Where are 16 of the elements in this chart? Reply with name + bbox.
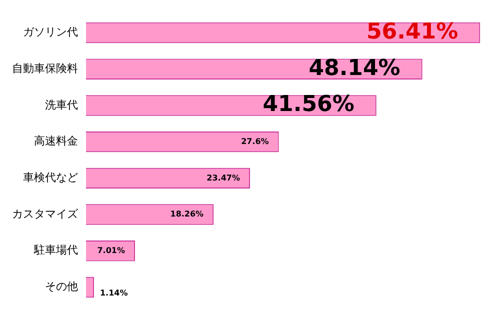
y-tick-label: 駐車場代 [33, 244, 78, 257]
data-label: 48.14% [308, 56, 400, 81]
data-label: 56.41% [366, 19, 458, 44]
y-tick-label: その他 [45, 280, 78, 294]
data-label: 41.56% [262, 92, 354, 118]
y-tick-label: ガソリン代 [23, 26, 78, 39]
data-label: 23.47% [206, 173, 240, 182]
y-tick-label: 洗車代 [45, 98, 78, 112]
y-tick-label: カスタマイズ [12, 207, 79, 220]
data-label: 1.14% [100, 288, 128, 298]
data-label: 7.01% [97, 246, 125, 255]
y-tick-label: 車検代など [23, 171, 78, 184]
y-tick-label: 高速料金 [34, 134, 78, 148]
data-label: 27.6% [241, 136, 269, 146]
y-tick-label: 自動車保険料 [12, 62, 78, 75]
data-label: 18.26% [170, 210, 204, 219]
